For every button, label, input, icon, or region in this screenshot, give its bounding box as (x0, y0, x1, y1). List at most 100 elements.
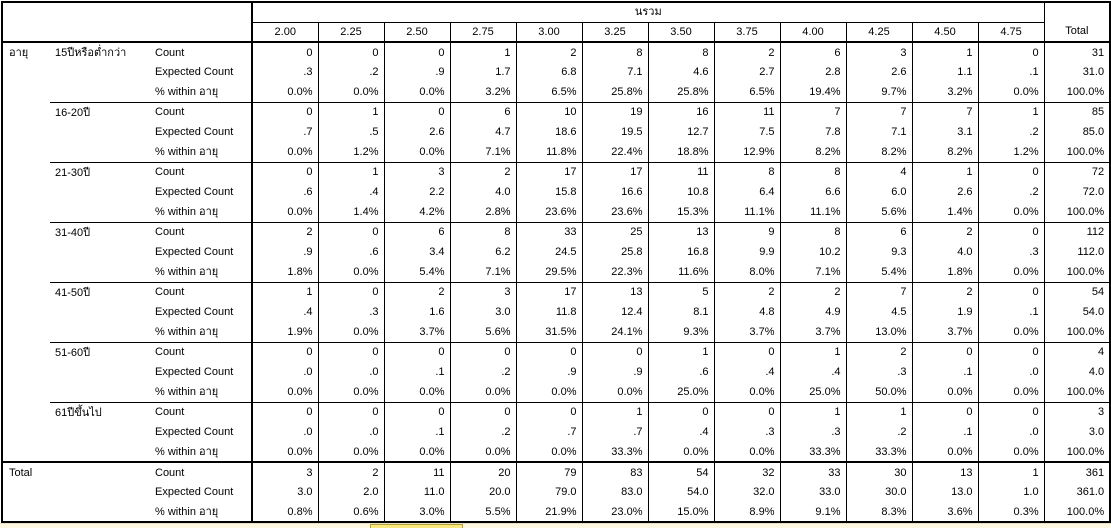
data-cell: 0 (317, 341, 384, 362)
data-cell: 100.0% (1043, 202, 1111, 222)
data-cell: .3 (845, 362, 912, 382)
data-cell: 0.0% (977, 442, 1045, 462)
column-header: 4.50 (911, 22, 978, 43)
stat-label: Count (150, 101, 252, 122)
data-cell: 2 (713, 281, 780, 302)
data-cell: 23.6% (581, 202, 648, 222)
data-cell: 10.2 (779, 242, 846, 262)
data-cell: 10 (515, 101, 582, 122)
data-cell: 0.3% (977, 502, 1045, 522)
table-row: 21-30ปี Count 0 1 3 2 17 17 11 8 8 4 1 0 72 (2, 161, 1111, 222)
age-group-label: 31-40ปี (50, 221, 150, 282)
data-cell: .0 (977, 362, 1045, 382)
data-cell: 4 (845, 161, 912, 182)
data-cell: 0 (581, 341, 648, 362)
data-cell: .0 (251, 422, 318, 442)
data-cell: 2 (779, 281, 846, 302)
total-column-header: Total (1043, 2, 1111, 43)
data-cell: 2 (317, 461, 384, 482)
column-header-row: 2.00 2.25 2.50 2.75 3.00 3.25 3.50 3.75 4.00 4.25… (2, 22, 1110, 43)
stat-label: Expected Count (155, 486, 234, 498)
data-cell: 0 (977, 401, 1045, 422)
data-cell: 22.3% (581, 262, 648, 282)
data-cell: 19.4% (779, 82, 846, 102)
table-row: % within อายุ 0.8% 0.6% 3.0% 5.5% 21.9% 23.0% 1… (2, 502, 1111, 522)
data-cell: 0.6% (317, 502, 384, 522)
data-cell: 8 (647, 42, 714, 62)
data-cell: 3.7% (713, 322, 780, 342)
data-cell: 11.8% (515, 142, 582, 162)
data-cell: 3 (1043, 401, 1111, 422)
stat-label: Expected Count (155, 66, 234, 78)
data-cell: 6.8 (515, 62, 582, 82)
data-cell: 0 (383, 341, 450, 362)
data-cell: 0.0% (449, 382, 516, 402)
table-row: Expected Count .4.3 1.6 3.0 11.8 12.4 8.1 4.8 4.… (2, 302, 1111, 322)
stat-label: Count (150, 341, 252, 362)
data-cell: 0.0% (251, 142, 318, 162)
data-cell: 2 (383, 281, 450, 302)
data-cell: 6 (845, 221, 912, 242)
column-header: 3.00 (515, 22, 582, 43)
data-cell: 1 (251, 281, 318, 302)
data-cell: .1 (911, 422, 978, 442)
table-row: 51-60ปี Count 0 0 0 0 0 0 1 0 1 2 0 0 4 (2, 341, 1111, 402)
data-cell: 6.6 (779, 182, 846, 202)
data-cell: 3.6% (911, 502, 978, 522)
data-cell: 79 (515, 461, 582, 482)
data-cell: 8.2% (845, 142, 912, 162)
data-cell: 3.2% (911, 82, 978, 102)
data-cell: .3 (779, 422, 846, 442)
data-cell: 0 (713, 341, 780, 362)
data-cell: 0 (251, 161, 318, 182)
data-cell: 3 (449, 281, 516, 302)
highlighted-cell[interactable] (370, 524, 463, 528)
table-row: Expected Count .3.2.9 1.7 6.8 7.1 4.6 2.7 2.8 2.… (2, 62, 1111, 82)
table-row: % within อายุ 0.0% 0.0% 0.0% 0.0% 0.0% 0.0% 25.… (2, 382, 1111, 402)
stat-label: Count (150, 221, 252, 242)
data-cell: 2.2 (383, 182, 450, 202)
stat-label: Count (155, 46, 185, 59)
data-cell: .2 (317, 62, 384, 82)
table-row: Expected Count .7.5 2.6 4.7 18.6 19.5 12.7 7.5 7… (2, 122, 1111, 142)
data-cell: .7 (581, 422, 648, 442)
data-cell: 8 (779, 221, 846, 242)
data-cell: 0.0% (251, 202, 318, 222)
table-row: 41-50ปี Count 1 0 2 3 17 13 5 2 2 7 2 0 54 (2, 281, 1111, 342)
data-cell: 4.2% (383, 202, 450, 222)
data-cell: 0.0% (317, 442, 384, 462)
data-cell: 0.0% (317, 322, 384, 342)
column-header: 3.75 (713, 22, 780, 43)
table-body: อายุ 15ปีหรือต่ำกว่า Count 0 0 0 1 2 8 8 2 6 3 1 0 31 Ex… (2, 42, 1111, 522)
data-cell: 33.3% (779, 442, 846, 462)
data-cell: 0 (251, 101, 318, 122)
data-cell: 10.8 (647, 182, 714, 202)
data-cell: 25.0% (647, 382, 714, 402)
data-cell: 2 (251, 221, 318, 242)
data-cell: 1 (779, 341, 846, 362)
data-cell: 54.0 (647, 482, 714, 502)
data-cell: 1 (581, 401, 648, 422)
data-cell: 8 (581, 42, 648, 62)
data-cell: 0 (317, 281, 384, 302)
dimension-label: Total (2, 461, 50, 522)
data-cell: 2 (911, 281, 978, 302)
data-cell: 0.0% (515, 442, 582, 462)
data-cell: .2 (977, 122, 1045, 142)
data-cell: 7.1% (449, 142, 516, 162)
data-cell: 0.0% (977, 322, 1045, 342)
data-cell: .0 (317, 422, 384, 442)
table-row: Expected Count .0.0.1.2.7.7.4.3.3.2.1.0 3.… (2, 422, 1111, 442)
table-row: % within อายุ 1.9% 0.0% 3.7% 5.6% 31.5% 24.1% 9… (2, 322, 1111, 342)
data-cell: .3 (713, 422, 780, 442)
stat-label: Expected Count (155, 126, 234, 138)
age-group-label: 61ปีขึ้นไป (50, 401, 150, 462)
data-cell: 25.8% (581, 82, 648, 102)
data-cell: 100.0% (1043, 382, 1111, 402)
data-cell: 15.3% (647, 202, 714, 222)
data-cell: .0 (317, 362, 384, 382)
data-cell: 11 (383, 461, 450, 482)
data-cell: 2 (515, 42, 582, 62)
data-cell: 0 (911, 401, 978, 422)
column-header: 2.75 (449, 22, 516, 43)
